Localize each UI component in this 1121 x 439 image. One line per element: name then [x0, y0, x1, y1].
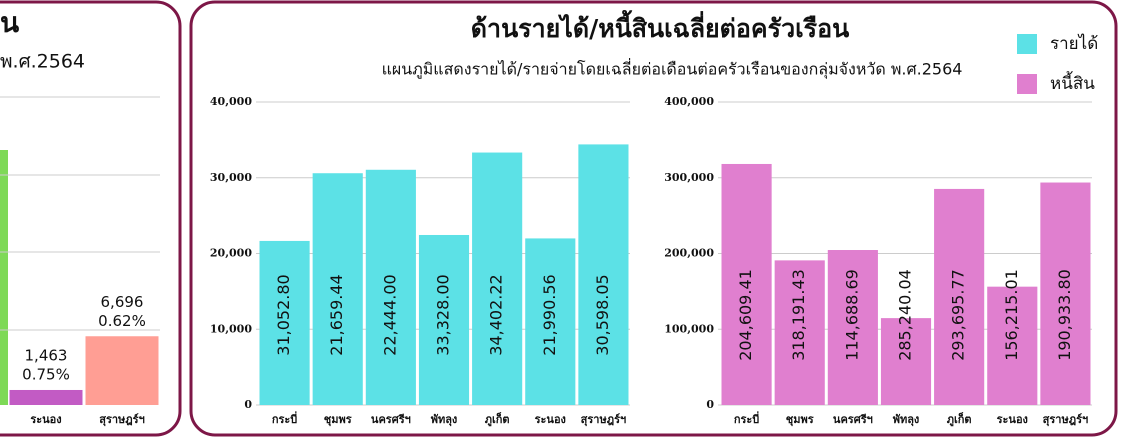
bar-annotation: 30,598.05 [593, 274, 612, 355]
y-tick-label: 0 [244, 398, 252, 411]
bar [987, 286, 1038, 405]
bar-annotation: 33,328.00 [434, 274, 453, 355]
percent-label: 0.62% [98, 312, 146, 330]
chart-subtitle: แผนภูมิแสดงรายได้/รายจ่ายโดยเฉลี่ยต่อเดื… [382, 58, 963, 80]
bar [472, 152, 523, 405]
bar [312, 173, 363, 405]
x-tick-label: ระนอง [535, 413, 566, 426]
bar-annotation: 21,659.44 [327, 274, 346, 355]
x-tick-label: พัทลุง [431, 413, 458, 427]
x-tick-label: กระบี่ [734, 411, 759, 426]
x-tick-label: กระบี่ [272, 411, 297, 426]
bar [1040, 182, 1091, 405]
bar-annotation: 21,990.56 [540, 274, 559, 355]
x-tick-label: พัทลุง [893, 413, 920, 427]
legend-label: รายได้ [1050, 33, 1098, 54]
x-tick-label: สุราษฎร์ฯ [99, 413, 145, 427]
bar [721, 163, 772, 405]
bar [525, 238, 576, 405]
x-tick-label: ภูเก็ต [947, 412, 972, 427]
bar-annotation: 204,609.41 [736, 269, 755, 361]
bar-annotation: 34,402.22 [487, 274, 506, 355]
y-tick-label: 10,000 [210, 322, 252, 335]
bar [259, 240, 310, 405]
bar [9, 389, 83, 405]
bar [827, 250, 878, 405]
x-tick-label: ชุมพร [324, 413, 352, 427]
left-title: น [0, 6, 19, 39]
x-tick-label: ชุมพร [786, 413, 814, 427]
x-tick-label: ภูเก็ต [485, 412, 510, 427]
bar [365, 169, 416, 405]
y-tick-label: 100,000 [664, 322, 714, 335]
bar [418, 234, 470, 405]
left-subtitle: พ.ศ.2564 [0, 51, 85, 73]
y-tick-label: 300,000 [664, 171, 714, 184]
left-panel [0, 0, 182, 437]
percent-label: 0.75% [22, 365, 70, 383]
y-tick-label: 400,000 [664, 95, 714, 108]
x-tick-label: สุราษฎร์ฯ [581, 413, 627, 427]
bar-annotation: 22,444.00 [380, 274, 399, 355]
y-tick-label: 20,000 [210, 247, 252, 260]
x-tick-label: ระนอง [30, 413, 61, 426]
bar-annotation: 285,240.04 [896, 269, 915, 361]
x-tick-label: นครศรีฯ [833, 413, 873, 426]
bar-annotation: 114,688.69 [842, 269, 861, 361]
legend-swatch [1017, 34, 1037, 54]
y-tick-label: 40,000 [210, 95, 252, 108]
bar-annotation: 156,215.01 [1002, 269, 1021, 361]
bar [774, 260, 825, 405]
bar-annotation: 318,191.43 [789, 269, 808, 361]
chart-title: ด้านรายได้/หนี้สินเฉลี่ยต่อครัวเรือน [471, 9, 849, 43]
y-tick-label: 30,000 [210, 171, 252, 184]
bar-annotation: 190,933.80 [1055, 269, 1074, 361]
value-label: 1,463 [25, 346, 68, 364]
x-tick-label: สุราษฎร์ฯ [1043, 413, 1089, 427]
cropped-bar [0, 150, 8, 405]
x-tick-label: ระนอง [997, 413, 1028, 426]
x-tick-label: นครศรีฯ [371, 413, 411, 426]
y-tick-label: 0 [706, 398, 714, 411]
bar [85, 336, 159, 405]
bar-annotation: 31,052.80 [274, 274, 293, 355]
bar [880, 318, 932, 405]
legend-swatch [1017, 74, 1037, 94]
legend-label: หนี้สิน [1050, 71, 1095, 94]
y-tick-label: 200,000 [664, 247, 714, 260]
bar [578, 144, 629, 405]
value-label: 6,696 [101, 293, 144, 311]
bar-annotation: 293,695.77 [949, 269, 968, 361]
bar [934, 188, 985, 405]
